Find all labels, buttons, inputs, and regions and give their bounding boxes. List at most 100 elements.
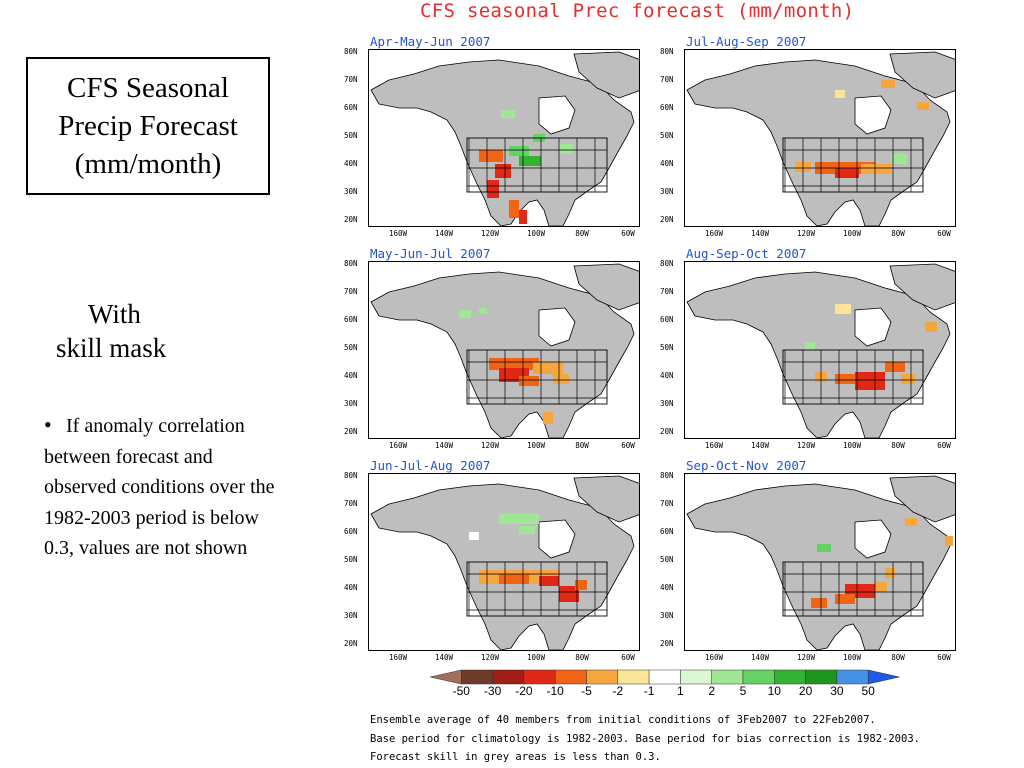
footnote-line-1: Ensemble average of 40 members from init… [370, 714, 876, 726]
lat-label: 30N [344, 187, 358, 196]
hudson-bay [538, 307, 576, 347]
anomaly-cell [459, 310, 471, 318]
lat-label: 70N [660, 75, 674, 84]
footnote-line-3: Forecast skill in grey areas is less tha… [370, 751, 661, 763]
lat-label: 80N [660, 47, 674, 56]
greenland [573, 263, 639, 311]
anomaly-cell [539, 576, 559, 586]
hudson-bay [854, 519, 892, 559]
anomaly-cell [917, 102, 929, 110]
panel-title: Jun-Jul-Aug 2007 [370, 458, 491, 473]
anomaly-cell [811, 598, 827, 608]
lon-label: 80W [575, 229, 589, 238]
lon-label: 160W [704, 229, 724, 238]
anomaly-cell [945, 536, 953, 546]
anomaly-cell [835, 90, 845, 98]
hudson-bay [854, 307, 892, 347]
colorbar-swatch [617, 669, 650, 685]
anomaly-cell [501, 110, 515, 118]
north-america-map [686, 263, 955, 438]
north-america-map [370, 263, 639, 438]
lat-label: 20N [344, 215, 358, 224]
figure-title: CFS seasonal Prec forecast (mm/month) [420, 0, 855, 22]
colorbar-tick-label: -50 [452, 684, 470, 698]
lat-label: 50N [344, 343, 358, 352]
anomaly-cell [559, 144, 573, 154]
colorbar-tick-label: 20 [798, 684, 813, 698]
anomaly-cell [479, 150, 503, 162]
colorbar-tick-label: 10 [767, 684, 781, 698]
lon-label: 120W [796, 441, 816, 450]
lat-label: 50N [344, 131, 358, 140]
greenland [573, 51, 639, 99]
lon-label: 160W [704, 441, 724, 450]
lon-label: 120W [796, 653, 816, 662]
lat-label: 50N [660, 131, 674, 140]
panel-title: Jul-Aug-Sep 2007 [686, 34, 807, 49]
lat-label: 30N [344, 611, 358, 620]
anomaly-cell [519, 156, 541, 166]
map-area [368, 473, 640, 651]
colorbar-tick-label: -10 [546, 684, 564, 698]
lon-label: 140W [434, 441, 454, 450]
north-america-map [370, 51, 639, 226]
colorbar-tick-label: -30 [483, 684, 502, 698]
lon-label: 120W [480, 441, 500, 450]
lat-label: 20N [660, 639, 674, 648]
forecast-panel: Sep-Oct-Nov 2007 80N 70N 60N 50N 40N 30N 20N 160… [636, 458, 956, 673]
anomaly-cell [835, 304, 851, 314]
lon-label: 60W [621, 653, 635, 662]
panel-title: Aug-Sep-Oct 2007 [686, 246, 807, 261]
slide-subtitle: With skill mask [52, 297, 212, 365]
lat-label: 80N [344, 471, 358, 480]
lat-label: 50N [344, 555, 358, 564]
lat-label: 30N [344, 399, 358, 408]
lon-label: 60W [937, 229, 951, 238]
us-border [466, 561, 608, 617]
colorbar-swatch [742, 669, 775, 685]
lon-label: 160W [388, 653, 408, 662]
anomaly-cell [861, 164, 891, 174]
note-bullet: • [44, 412, 52, 437]
anomaly-cell [519, 210, 527, 224]
lon-label: 80W [891, 653, 905, 662]
slide-title-box: CFS Seasonal Precip Forecast (mm/month) [26, 57, 270, 195]
north-america-map [686, 475, 955, 650]
lat-label: 30N [660, 611, 674, 620]
lon-label: 140W [434, 653, 454, 662]
forecast-panel: May-Jun-Jul 2007 80N 70N 60N 50N 40N 30N 20N 160… [320, 246, 640, 461]
colorbar-tick-label: -5 [581, 684, 592, 698]
hudson-bay [538, 519, 576, 559]
lon-label: 80W [575, 441, 589, 450]
lat-label: 70N [660, 499, 674, 508]
us-border [782, 349, 924, 405]
lat-label: 80N [660, 259, 674, 268]
lat-label: 70N [344, 287, 358, 296]
colorbar-high-arrow [867, 669, 900, 685]
anomaly-cell [489, 358, 539, 370]
colorbar [430, 669, 900, 685]
colorbar-swatch [648, 669, 681, 685]
lon-label: 120W [480, 229, 500, 238]
map-area [684, 473, 956, 651]
lat-label: 80N [344, 259, 358, 268]
slide-title-line-3: (mm/month) [74, 148, 222, 180]
panel-title: Sep-Oct-Nov 2007 [686, 458, 807, 473]
slide-title: CFS Seasonal Precip Forecast (mm/month) [58, 69, 238, 183]
us-border [466, 137, 608, 193]
lon-label: 140W [750, 441, 770, 450]
anomaly-cell [575, 580, 587, 590]
lon-label: 100W [526, 441, 546, 450]
anomaly-cell [543, 412, 553, 424]
anomaly-cell [817, 544, 831, 552]
anomaly-cell [519, 376, 539, 386]
slide-title-line-1: CFS Seasonal [67, 72, 229, 104]
lat-label: 40N [660, 159, 674, 168]
lat-label: 60N [344, 103, 358, 112]
north-america-map [370, 475, 639, 650]
anomaly-cell [479, 308, 487, 314]
anomaly-cell [487, 180, 499, 198]
subtitle-line-2: skill mask [56, 333, 167, 363]
greenland [889, 263, 955, 311]
lat-label: 70N [344, 499, 358, 508]
